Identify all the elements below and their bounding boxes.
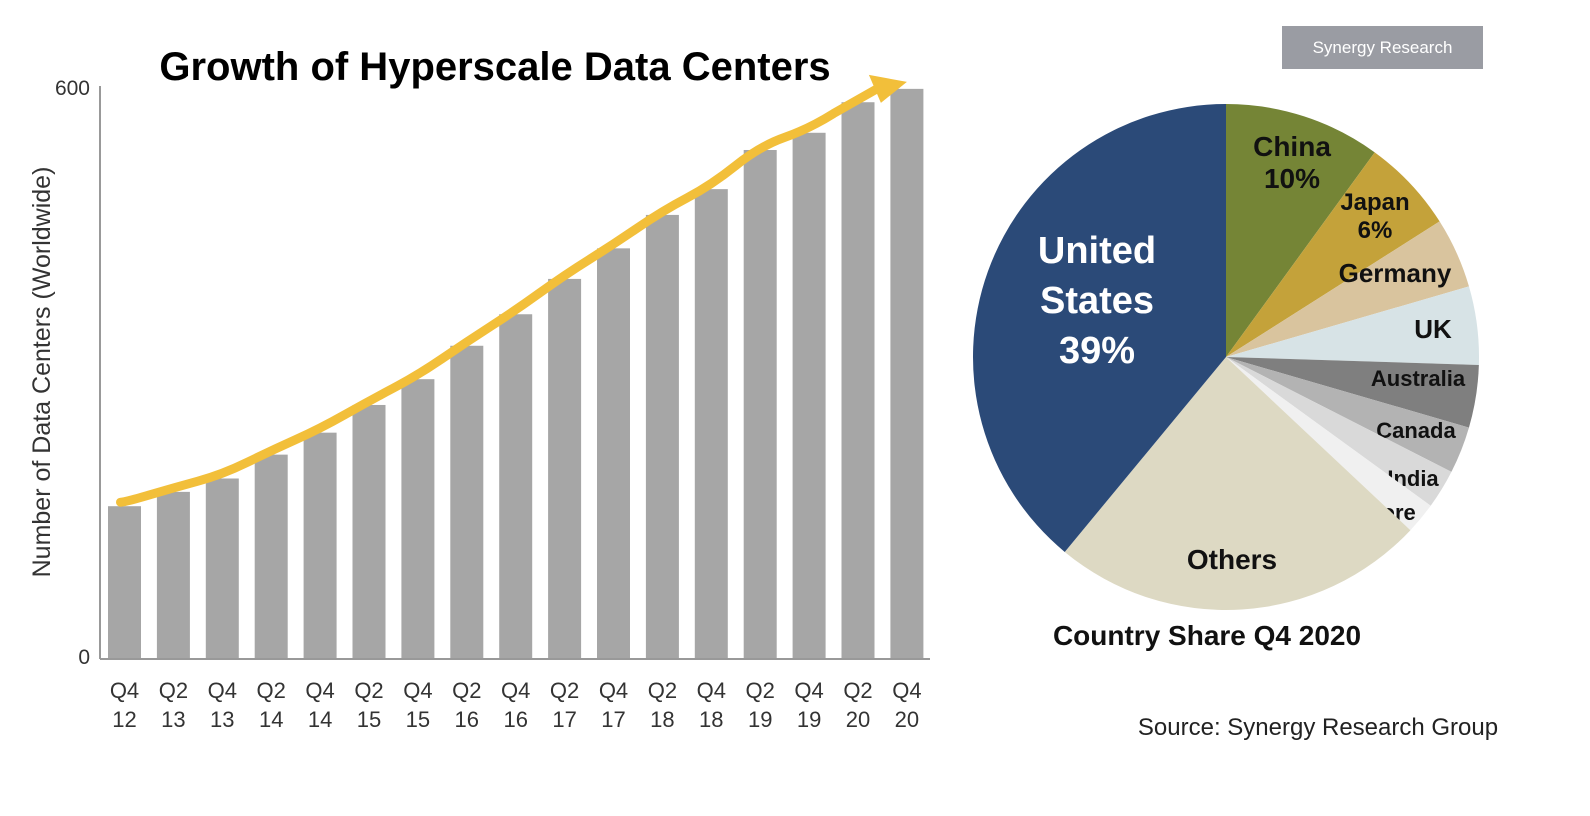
bar (645, 214, 679, 660)
x-tick-label: Q4 (403, 678, 432, 703)
x-tick-label: 20 (895, 707, 919, 732)
bar (205, 478, 239, 659)
x-tick-label: Q2 (159, 678, 188, 703)
bar (156, 491, 190, 659)
trend-arrow-head (868, 74, 907, 103)
bar (499, 314, 533, 659)
x-tick-label: Q2 (452, 678, 481, 703)
pie-label: UK (1414, 314, 1452, 344)
x-tick-label: Q2 (257, 678, 286, 703)
x-tick-label: 13 (210, 707, 234, 732)
bar (694, 189, 728, 659)
trend-arrow (116, 84, 882, 507)
x-tick-label: 17 (552, 707, 576, 732)
x-tick-label: 14 (308, 707, 332, 732)
pie-slice-singapore (1226, 357, 1431, 531)
pie-label: China (1253, 131, 1331, 162)
pie-slice-india (1226, 357, 1452, 506)
x-tick-label: 13 (161, 707, 185, 732)
pie-label: Others (1187, 544, 1277, 575)
bar (841, 102, 875, 660)
bar (401, 379, 435, 659)
pie-slice-china (1226, 104, 1375, 357)
bar-chart-title: Growth of Hyperscale Data Centers (159, 45, 830, 89)
x-tick-label: 18 (650, 707, 674, 732)
pie-label: Australia (1371, 366, 1466, 391)
x-tick-label: Q4 (501, 678, 530, 703)
pie-slice-others (1064, 357, 1411, 611)
x-tick-label: 16 (455, 707, 479, 732)
x-tick-label: Q4 (305, 678, 334, 703)
pie-label: Japan (1340, 189, 1409, 216)
x-tick-label: 15 (357, 707, 381, 732)
x-tick-label: Q2 (550, 678, 579, 703)
x-tick-label: Q4 (892, 678, 921, 703)
y-tick-600: 600 (55, 77, 90, 100)
x-tick-label: 18 (699, 707, 723, 732)
bar (303, 432, 337, 659)
bar (890, 88, 924, 660)
y-tick-0: 0 (78, 646, 90, 669)
bar (108, 506, 141, 659)
bar (450, 345, 484, 659)
x-tick-label: Q2 (354, 678, 383, 703)
x-tick-label: 19 (748, 707, 772, 732)
pie-label: Germany (1339, 258, 1452, 288)
pie-label: States (1040, 280, 1154, 322)
bar (743, 149, 777, 660)
pie-slice-uk (1226, 286, 1479, 365)
bar (254, 454, 288, 659)
pie-slice-japan (1226, 152, 1440, 357)
bar (792, 132, 826, 660)
x-tick-label: 17 (601, 707, 625, 732)
x-tick-label: Q4 (599, 678, 628, 703)
pie-slice-germany (1226, 221, 1469, 357)
x-tick-label: Q2 (746, 678, 775, 703)
x-tick-label: Q2 (648, 678, 677, 703)
x-tick-label: Q4 (794, 678, 823, 703)
pie-pct-label: 10% (1264, 163, 1320, 194)
x-tick-label: Q4 (697, 678, 726, 703)
x-tick-label: Q4 (208, 678, 237, 703)
x-tick-label: Q4 (110, 678, 139, 703)
x-tick-label: 15 (406, 707, 430, 732)
pie-slice-canada (1226, 357, 1469, 472)
synergy-research-badge: Synergy Research (1282, 26, 1483, 69)
x-tick-label: 14 (259, 707, 283, 732)
x-tick-label: 19 (797, 707, 821, 732)
bar (597, 248, 630, 659)
pie-slice-australia (1226, 357, 1479, 428)
x-tick-label: 20 (846, 707, 870, 732)
pie-pct-label: 39% (1059, 330, 1135, 372)
bar (352, 404, 386, 659)
pie-label: Canada (1376, 418, 1456, 443)
pie-label: United (1038, 230, 1156, 272)
pie-slice-united-states (972, 104, 1226, 552)
x-tick-label: 12 (112, 707, 136, 732)
bar (548, 278, 582, 659)
x-tick-label: Q2 (843, 678, 872, 703)
pie-chart-title: Country Share Q4 2020 (1053, 620, 1361, 651)
y-axis-label: Number of Data Centers (Worldwide) (28, 167, 56, 578)
pie-pct-label: 6% (1358, 217, 1393, 244)
source-note: Source: Synergy Research Group (1138, 714, 1498, 741)
x-tick-label: 16 (503, 707, 527, 732)
